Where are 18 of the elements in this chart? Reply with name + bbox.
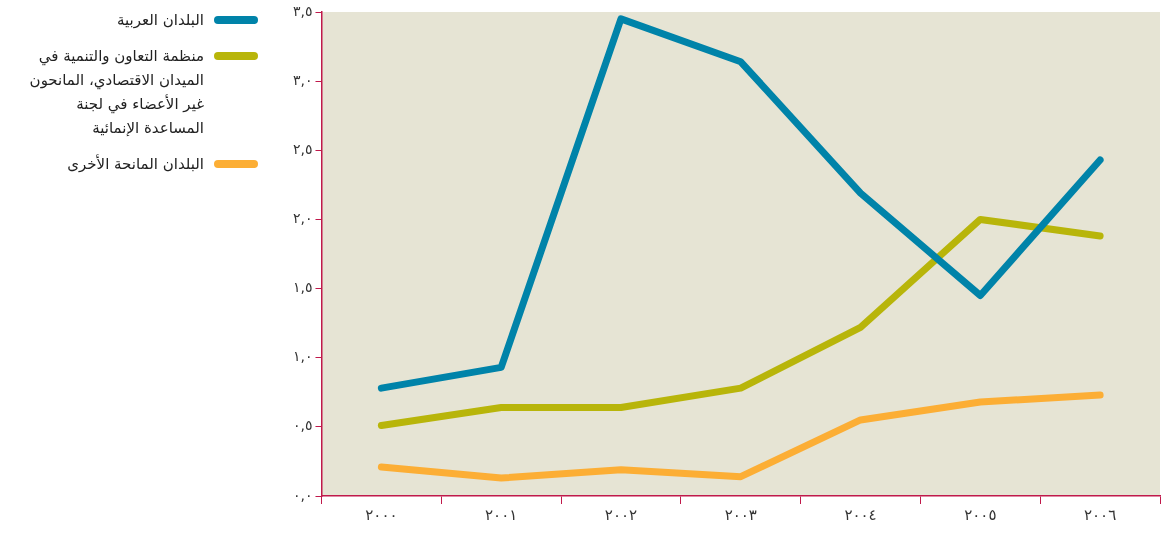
x-tick-label: ٢٠٠٠ bbox=[365, 505, 398, 524]
x-tick-label: ٢٠٠١ bbox=[485, 505, 518, 524]
y-tick-label: ١,٠ bbox=[292, 348, 313, 365]
x-tick-label: ٢٠٠٦ bbox=[1083, 505, 1117, 524]
legend-label: منظمة التعاون والتنمية في الميدان الاقتصادي، المانحون غير الأعضاء في لجنة المساعدة الإنمائية bbox=[28, 46, 204, 139]
y-tick-label: ٠,٥ bbox=[292, 417, 313, 434]
y-tick-label: ٣,٥ bbox=[292, 2, 313, 19]
x-tick-label: ٢٠٠٣ bbox=[724, 505, 757, 524]
y-tick-label: ٠,٠ bbox=[292, 486, 313, 503]
y-tick-label: ٣,٠ bbox=[292, 71, 313, 88]
y-tick-label: ٢,٥ bbox=[292, 140, 313, 157]
x-tick-label: ٢٠٠٥ bbox=[964, 505, 997, 524]
legend-label: البلدان المانحة الأخرى bbox=[66, 153, 204, 175]
y-tick-label: ٢,٠ bbox=[292, 210, 313, 227]
legend-label: البلدان العربية bbox=[115, 10, 204, 31]
x-tick-label: ٢٠٠٢ bbox=[604, 505, 638, 524]
x-tick-label: ٢٠٠٤ bbox=[844, 505, 877, 524]
y-tick-label: ١,٥ bbox=[292, 279, 313, 296]
